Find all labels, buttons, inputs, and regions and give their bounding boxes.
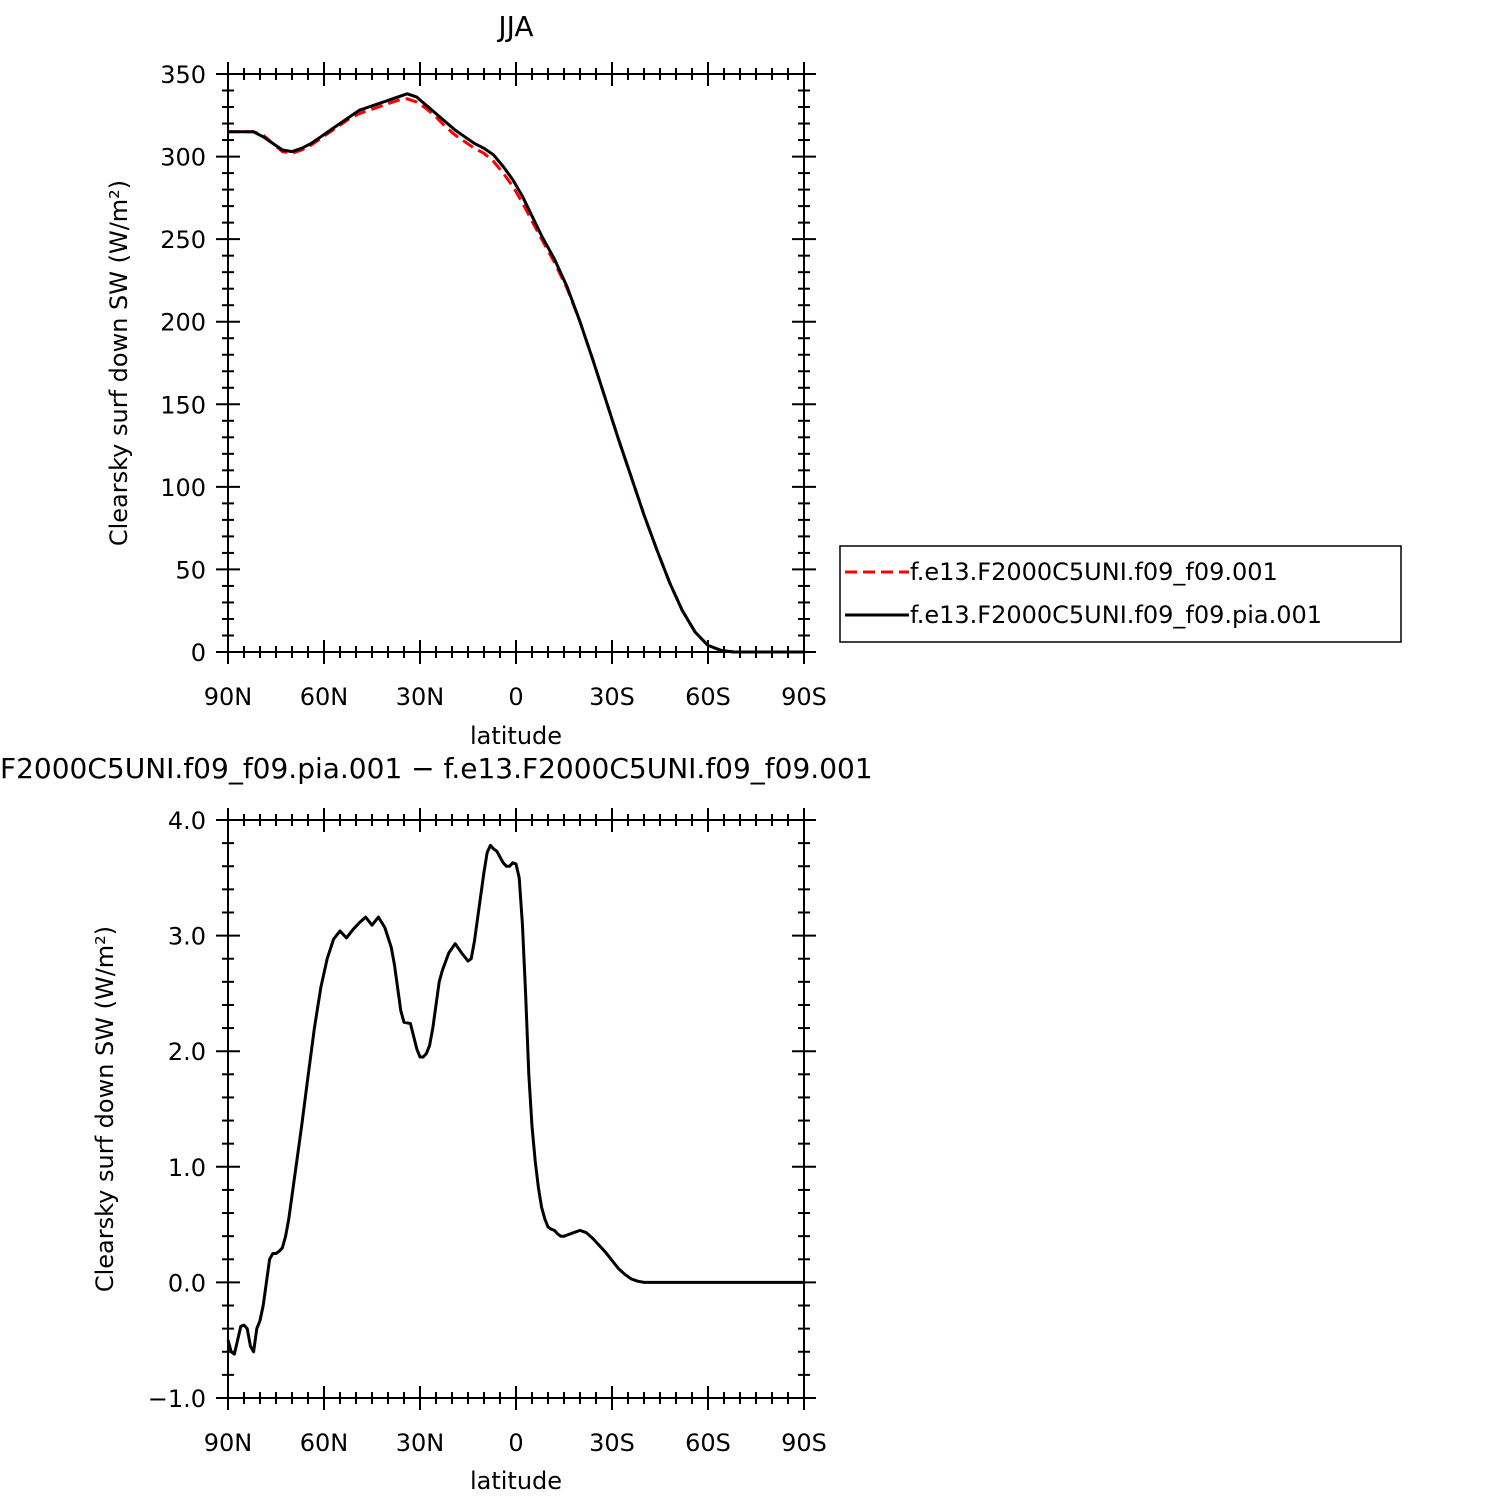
y-tick-label: 1.0 xyxy=(168,1154,206,1182)
y-tick-label: 2.0 xyxy=(168,1038,206,1066)
y-tick-label: 150 xyxy=(160,391,206,419)
top-chart: 90N 60N 30N 0 30S 60S 90S 0 50 100 150 200 250 300 350… xyxy=(105,61,827,750)
bottom-chart-title: F2000C5UNI.f09_f09.pia.001 − f.e13.F2000… xyxy=(0,752,873,785)
y-tick-label: −1.0 xyxy=(148,1385,206,1413)
y-tick-label: 100 xyxy=(160,474,206,502)
y-axis-title: Clearsky surf down SW (W/m²) xyxy=(105,180,133,546)
x-tick-label: 30N xyxy=(396,683,445,711)
x-tick-label: 0 xyxy=(508,1429,523,1457)
x-tick-label: 90N xyxy=(204,683,253,711)
y-tick-label: 300 xyxy=(160,144,206,172)
y-tick-label: 50 xyxy=(175,556,206,584)
x-tick-label: 30S xyxy=(589,683,635,711)
y-tick-label: 3.0 xyxy=(168,923,206,951)
x-tick-label: 90S xyxy=(781,1429,827,1457)
y-tick-label: 4.0 xyxy=(168,807,206,835)
y-axis-title: Clearsky surf down SW (W/m²) xyxy=(91,926,119,1292)
x-tick-label: 90S xyxy=(781,683,827,711)
x-axis-title: latitude xyxy=(470,722,562,750)
y-tick-label: 200 xyxy=(160,309,206,337)
x-tick-label: 60S xyxy=(685,683,731,711)
top-chart-title: JJA xyxy=(496,10,533,43)
x-tick-label: 60S xyxy=(685,1429,731,1457)
y-tick-label: 250 xyxy=(160,226,206,254)
x-axis-title: latitude xyxy=(470,1467,562,1495)
y-tick-label: 0.0 xyxy=(168,1269,206,1297)
series-line-1 xyxy=(226,843,804,1356)
x-tick-label: 60N xyxy=(300,1429,349,1457)
legend-label-1: f.e13.F2000C5UNI.f09_f09.001 xyxy=(910,558,1278,586)
series-line-2 xyxy=(228,92,804,654)
x-tick-label: 90N xyxy=(204,1429,253,1457)
series-line-1 xyxy=(228,97,804,654)
x-tick-label: 30N xyxy=(396,1429,445,1457)
y-tick-label: 0 xyxy=(191,639,206,667)
plot-frame xyxy=(227,819,805,1399)
bottom-chart: 90N 60N 30N 0 30S 60S 90S −1.0 0.0 1.0 2.0 3.0 4.0 la… xyxy=(91,807,827,1495)
x-tick-label: 0 xyxy=(508,683,523,711)
top-chart-legend: f.e13.F2000C5UNI.f09_f09.001 f.e13.F2000C… xyxy=(839,545,1402,643)
plot-frame xyxy=(227,73,805,653)
x-tick-label: 60N xyxy=(300,683,349,711)
legend-box xyxy=(839,545,1402,643)
x-tick-label: 30S xyxy=(589,1429,635,1457)
legend-label-2: f.e13.F2000C5UNI.f09_f09.pia.001 xyxy=(910,601,1322,629)
y-tick-label: 350 xyxy=(160,61,206,89)
